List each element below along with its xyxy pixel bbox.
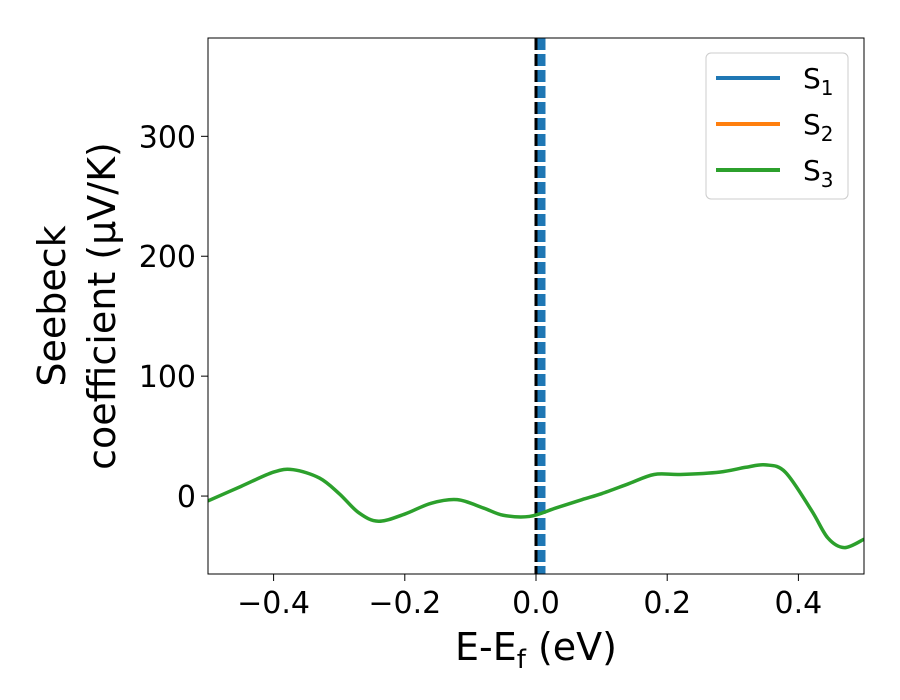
x-tick-label: 0.0 bbox=[512, 586, 560, 621]
y-tick-label: 100 bbox=[139, 360, 196, 395]
x-axis-label-subscript: f bbox=[517, 645, 527, 675]
y-tick-label: 0 bbox=[177, 480, 196, 515]
legend: S1 S2 S3 bbox=[705, 52, 849, 200]
x-tick-label: 0.4 bbox=[775, 586, 823, 621]
y-axis-label: Seebeck coefficient (μV/K) bbox=[30, 142, 124, 470]
legend-label-s3: S3 bbox=[803, 154, 834, 192]
x-axis-label-main: E-E bbox=[455, 625, 517, 669]
x-tick-label: −0.4 bbox=[237, 586, 310, 621]
x-tick-label: 0.2 bbox=[643, 586, 691, 621]
x-axis-label-unit: (eV) bbox=[526, 625, 617, 669]
y-tick-label: 300 bbox=[139, 120, 196, 155]
y-axis-label-line-1: Seebeck bbox=[30, 225, 74, 386]
legend-label-s1: S1 bbox=[803, 62, 834, 100]
x-tick-label: −0.2 bbox=[368, 586, 441, 621]
y-tick-label: 200 bbox=[139, 240, 196, 275]
x-axis-label: E-Ef (eV) bbox=[455, 625, 617, 675]
legend-label-s2: S2 bbox=[803, 108, 834, 146]
series-line-s3 bbox=[208, 462, 864, 550]
y-axis-label-line-2: coefficient (μV/K) bbox=[80, 142, 124, 470]
